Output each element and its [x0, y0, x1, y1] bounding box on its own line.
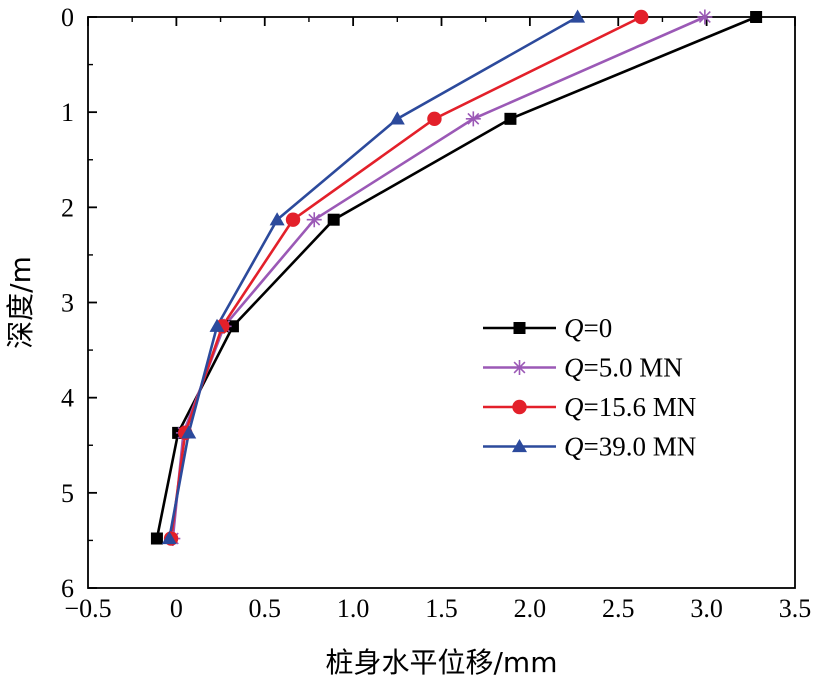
y-tick-label: 5	[61, 479, 74, 508]
y-axis-title: 深度/m	[4, 256, 37, 349]
series-line	[155, 15, 757, 539]
legend-entry: Q=5.0 MN	[564, 353, 683, 383]
x-axis-title: 桩身水平位移/mm	[326, 646, 558, 679]
x-tick-label: 3.5	[779, 594, 812, 623]
x-tick-label: −0.5	[64, 594, 111, 623]
x-tick-label: 1.5	[425, 594, 458, 623]
legend-entry: Q=15.6 MN	[564, 392, 696, 422]
y-axis-ticks: 0 1 2 3 4 5 6	[61, 3, 97, 603]
x-tick-label: 0.5	[249, 594, 282, 623]
x-tick-label: 2.0	[514, 594, 547, 623]
data-point	[513, 322, 526, 334]
data-point	[750, 11, 763, 23]
data-point	[327, 213, 340, 226]
x-axis-ticks: −0.5 0 0.5 1.0 1.5 2.0 2.5 3.0 3.5	[64, 17, 811, 623]
data-point	[181, 425, 197, 439]
data-point	[427, 111, 442, 127]
series-lines	[155, 15, 757, 539]
data-point	[285, 212, 301, 227]
legend-entry: Q=0	[564, 313, 612, 343]
data-point	[161, 531, 177, 545]
x-tick-label: 2.5	[602, 594, 635, 623]
y-tick-label: 6	[61, 574, 74, 603]
legend-entry: Q=39.0 MN	[564, 432, 696, 462]
data-point	[226, 320, 239, 333]
y-tick-label: 0	[61, 3, 74, 32]
y-tick-label: 3	[61, 289, 74, 318]
data-point	[697, 9, 713, 25]
data-point	[512, 360, 527, 375]
plot-frame	[87, 16, 796, 589]
x-tick-label: 1.0	[337, 594, 370, 623]
series-line	[169, 15, 642, 539]
legend: Q=0 Q=5.0 MN Q=15.6 MN Q=39.0 MN	[483, 313, 696, 462]
y-tick-label: 4	[61, 384, 74, 413]
data-point	[512, 399, 527, 415]
data-point	[209, 318, 225, 332]
y-tick-label: 2	[61, 193, 74, 222]
data-point	[465, 111, 481, 127]
series-line	[168, 15, 579, 539]
data-point	[306, 212, 322, 228]
data-point	[570, 9, 586, 23]
data-point	[150, 532, 163, 545]
data-point	[389, 111, 405, 125]
y-tick-label: 1	[61, 98, 74, 127]
series-markers	[150, 9, 763, 547]
data-point	[634, 9, 649, 25]
data-point	[512, 439, 527, 453]
data-point	[269, 212, 285, 226]
data-point	[504, 112, 517, 125]
x-tick-label: 3.0	[690, 594, 723, 623]
x-tick-label: 0	[170, 594, 183, 623]
